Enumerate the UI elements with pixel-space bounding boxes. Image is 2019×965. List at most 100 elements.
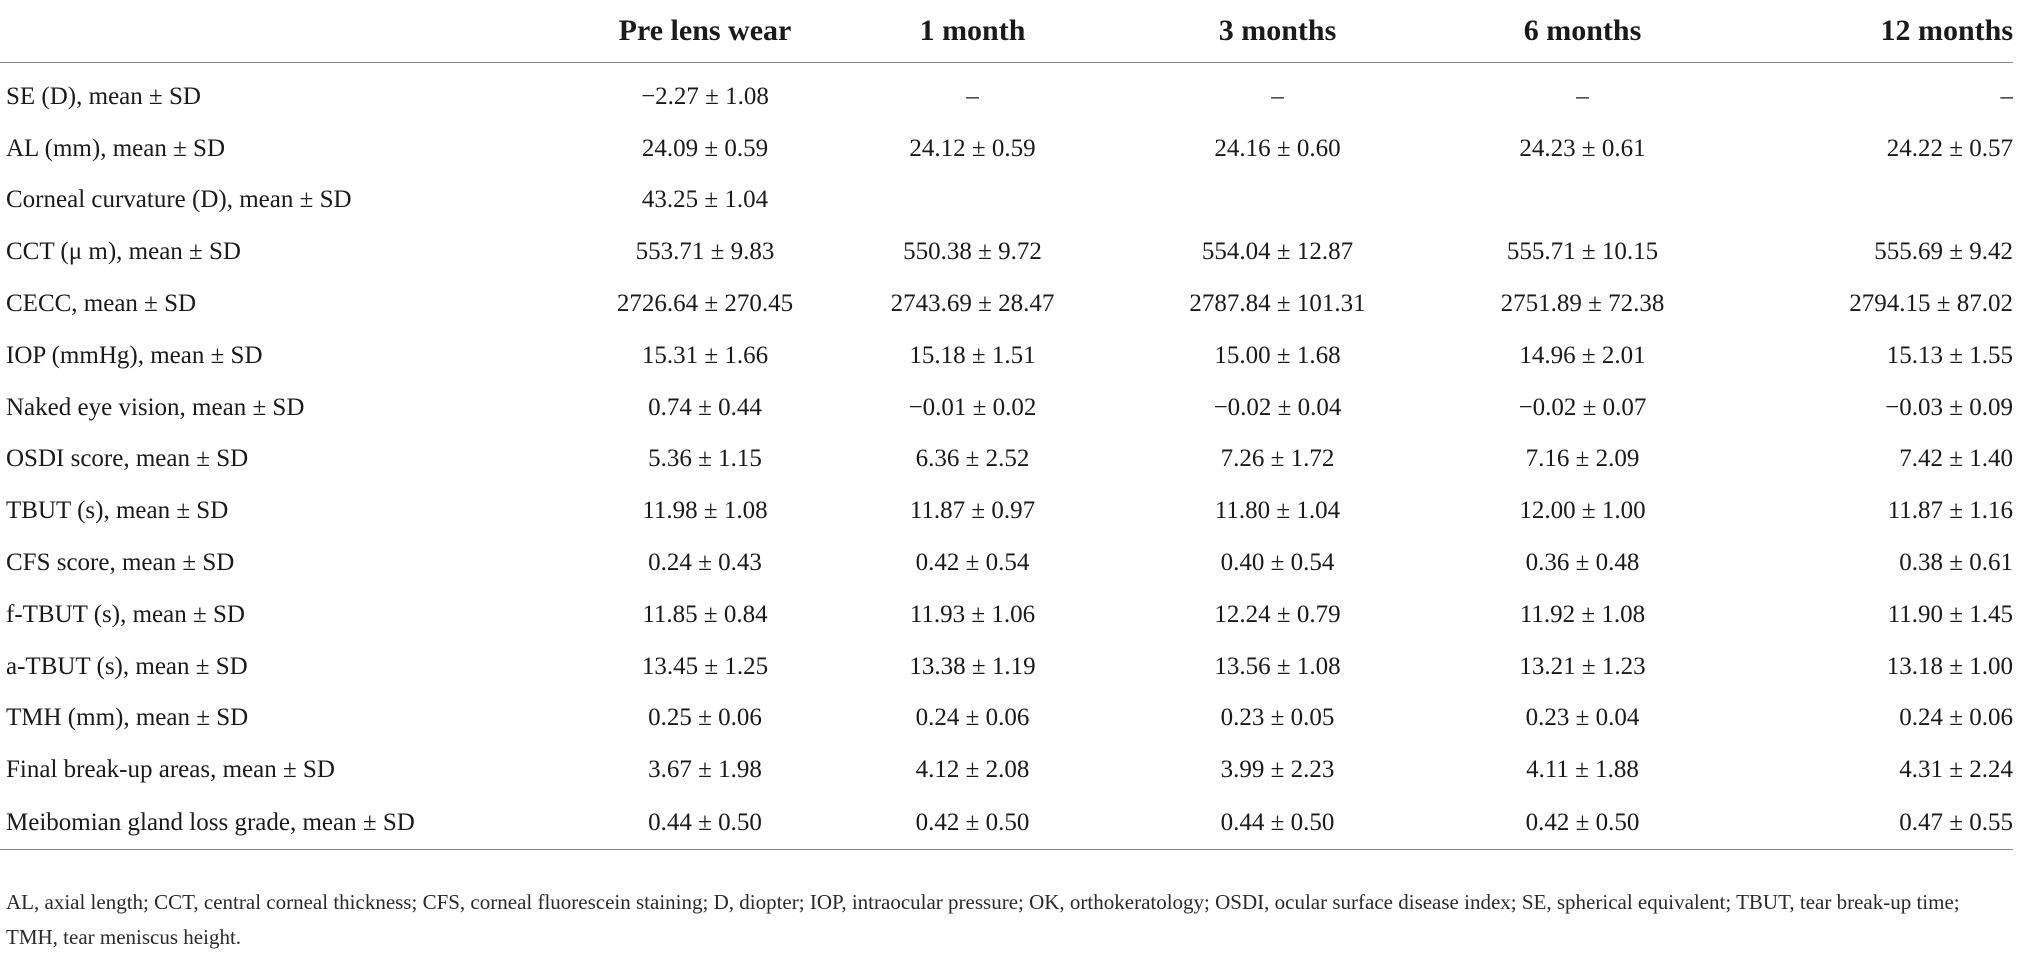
- header-cell-3-months: 3 months: [1125, 0, 1430, 63]
- table-cell: 13.56 ± 1.08: [1214, 652, 1341, 680]
- table-row: OSDI score, mean ± SD 5.36 ± 1.15 6.36 ± 2…: [0, 434, 2013, 486]
- row-label: Corneal curvature (D), mean ± SD: [6, 186, 352, 214]
- table-cell: 2726.64 ± 270.45: [616, 290, 794, 318]
- table-row: f-TBUT (s), mean ± SD 11.85 ± 0.84 11.93 ±…: [0, 589, 2013, 641]
- table-cell: 24.23 ± 0.61: [1519, 134, 1646, 162]
- table-cell: 4.31 ± 2.24: [1899, 756, 2013, 784]
- table-row: CCT (μ m), mean ± SD 553.71 ± 9.83 550.38 …: [0, 226, 2013, 278]
- table-cell: 15.18 ± 1.51: [909, 341, 1036, 369]
- table-row: Final break-up areas, mean ± SD 3.67 ± 1.…: [0, 744, 2013, 796]
- table-cell: 11.98 ± 1.08: [642, 497, 768, 525]
- table-row: CECC, mean ± SD 2726.64 ± 270.45 2743.69 ±…: [0, 278, 2013, 330]
- row-label: TMH (mm), mean ± SD: [6, 704, 249, 732]
- table-cell: 15.31 ± 1.66: [641, 341, 769, 369]
- row-label: OSDI score, mean ± SD: [6, 445, 249, 473]
- row-label: SE (D), mean ± SD: [6, 82, 201, 110]
- table-cell: 11.90 ± 1.45: [1887, 600, 2013, 628]
- row-label: TBUT (s), mean ± SD: [6, 497, 229, 525]
- table-cell: −2.27 ± 1.08: [641, 82, 769, 110]
- table-cell: 0.38 ± 0.61: [1899, 549, 2013, 577]
- table-cell: –: [1271, 82, 1284, 110]
- table-cell: –: [2000, 82, 2014, 110]
- table-cell: 5.36 ± 1.15: [648, 445, 762, 473]
- table-cell: 0.47 ± 0.55: [1735, 796, 2013, 851]
- table-cell: 555.69 ± 9.42: [1874, 238, 2013, 266]
- table-cell: 0.25 ± 0.06: [648, 704, 762, 732]
- table-row: Naked eye vision, mean ± SD 0.74 ± 0.44 −0…: [0, 382, 2013, 434]
- table-cell: [1735, 175, 2013, 227]
- table-cell: 2794.15 ± 87.02: [1849, 290, 2013, 318]
- table-header: Pre lens wear 1 month 3 months 6 months …: [0, 0, 2013, 63]
- table-row: TBUT (s), mean ± SD 11.98 ± 1.08 11.87 ± 0…: [0, 485, 2013, 537]
- table-cell: 3.67 ± 1.98: [648, 756, 762, 784]
- table-cell: 13.18 ± 1.00: [1886, 652, 2013, 680]
- table-cell: 24.12 ± 0.59: [909, 134, 1036, 162]
- table-cell: 0.23 ± 0.04: [1525, 704, 1640, 732]
- table-cell: 11.93 ± 1.06: [909, 600, 1036, 628]
- table-cell: 24.22 ± 0.57: [1886, 134, 2013, 162]
- table-cell: 7.16 ± 2.09: [1525, 445, 1640, 473]
- table-cell: 12.24 ± 0.79: [1214, 600, 1341, 628]
- table-cell: 0.74 ± 0.44: [648, 393, 762, 421]
- table-cell: 11.92 ± 1.08: [1519, 600, 1646, 628]
- table-body: SE (D), mean ± SD −2.27 ± 1.08 – – – – AL (mm)…: [0, 71, 2013, 851]
- table-cell: [1125, 175, 1430, 227]
- row-label: Meibomian gland loss grade, mean ± SD: [0, 796, 590, 851]
- table-footnote: AL, axial length; CCT, central corneal t…: [6, 890, 1960, 949]
- table-cell: 0.24 ± 0.06: [1899, 704, 2013, 732]
- row-label: CECC, mean ± SD: [6, 290, 197, 318]
- row-label: Final break-up areas, mean ± SD: [6, 756, 335, 784]
- table-row: SE (D), mean ± SD −2.27 ± 1.08 – – – –: [0, 71, 2013, 123]
- table-cell: 43.25 ± 1.04: [641, 186, 769, 214]
- table-cell: −0.02 ± 0.07: [1518, 393, 1647, 421]
- table-cell: 0.42 ± 0.54: [915, 549, 1030, 577]
- table-cell: 11.80 ± 1.04: [1214, 497, 1341, 525]
- table-row: Meibomian gland loss grade, mean ± SD 0.4…: [0, 796, 2013, 851]
- table-cell: 13.45 ± 1.25: [641, 652, 769, 680]
- table-cell: 0.42 ± 0.50: [820, 796, 1125, 851]
- table-cell: 0.24 ± 0.43: [648, 549, 762, 577]
- table-cell: 0.44 ± 0.50: [1125, 796, 1430, 851]
- header-cell-pre-lens-wear: Pre lens wear: [590, 0, 820, 63]
- table-cell: 0.24 ± 0.06: [915, 704, 1030, 732]
- table-cell: 24.09 ± 0.59: [641, 134, 769, 162]
- table-cell: 6.36 ± 2.52: [915, 445, 1030, 473]
- table-cell: 4.11 ± 1.88: [1526, 756, 1639, 784]
- table-cell: 11.85 ± 0.84: [642, 600, 768, 628]
- table-row: AL (mm), mean ± SD 24.09 ± 0.59 24.12 ± 0.…: [0, 123, 2013, 175]
- table-cell: [1430, 175, 1735, 227]
- table-cell: 553.71 ± 9.83: [635, 238, 775, 266]
- table-cell: 15.00 ± 1.68: [1214, 341, 1341, 369]
- table-cell: −0.02 ± 0.04: [1213, 393, 1342, 421]
- header-row: Pre lens wear 1 month 3 months 6 months …: [0, 0, 2013, 63]
- table-cell: 555.71 ± 10.15: [1506, 238, 1659, 266]
- table-cell: 15.13 ± 1.55: [1886, 341, 2013, 369]
- table-row: IOP (mmHg), mean ± SD 15.31 ± 1.66 15.18 ±…: [0, 330, 2013, 382]
- table-cell: 0.42 ± 0.50: [1430, 796, 1735, 851]
- row-label: a-TBUT (s), mean ± SD: [6, 652, 248, 680]
- table-cell: −0.03 ± 0.09: [1885, 393, 2013, 421]
- table-cell: 550.38 ± 9.72: [903, 238, 1042, 266]
- table-cell: 24.16 ± 0.60: [1214, 134, 1341, 162]
- table-cell: 2743.69 ± 28.47: [890, 290, 1055, 318]
- row-label: IOP (mmHg), mean ± SD: [6, 341, 263, 369]
- header-cell-label: [0, 0, 590, 63]
- header-cell-6-months: 6 months: [1430, 0, 1735, 63]
- row-label: AL (mm), mean ± SD: [6, 134, 226, 162]
- table-cell: 2751.89 ± 72.38: [1500, 290, 1665, 318]
- table-cell: 0.23 ± 0.05: [1220, 704, 1335, 732]
- table-cell: 14.96 ± 2.01: [1519, 341, 1646, 369]
- table-cell: 2787.84 ± 101.31: [1189, 290, 1366, 318]
- header-cell-1-month: 1 month: [820, 0, 1125, 63]
- table-cell: 0.44 ± 0.50: [590, 796, 820, 851]
- table-cell: [820, 175, 1125, 227]
- table-cell: 11.87 ± 1.16: [1887, 497, 2013, 525]
- table-cell: –: [1576, 82, 1589, 110]
- table-cell: 4.12 ± 2.08: [915, 756, 1030, 784]
- table-cell: 7.26 ± 1.72: [1220, 445, 1335, 473]
- table-cell: 3.99 ± 2.23: [1220, 756, 1335, 784]
- header-spacer: [0, 63, 2013, 72]
- data-table: Pre lens wear 1 month 3 months 6 months …: [0, 0, 2013, 851]
- table-row: Corneal curvature (D), mean ± SD 43.25 ± …: [0, 175, 2013, 227]
